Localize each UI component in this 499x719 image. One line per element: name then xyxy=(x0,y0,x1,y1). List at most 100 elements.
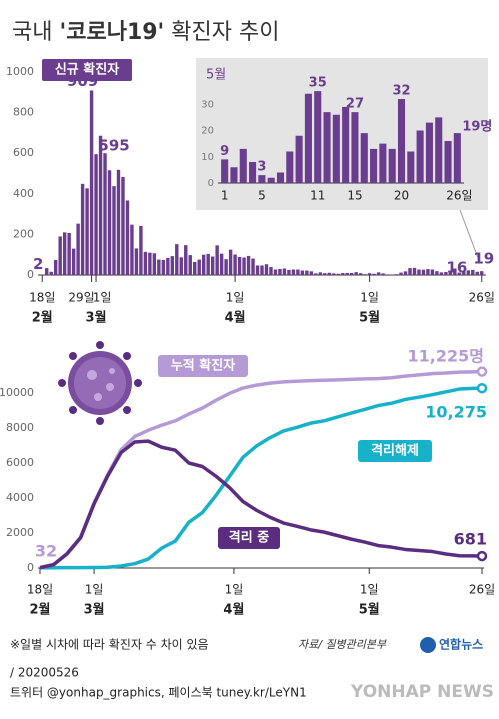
bar xyxy=(416,130,424,183)
bar xyxy=(80,183,85,275)
bar xyxy=(130,224,134,275)
x-tick-label: 1일 xyxy=(360,291,379,305)
bar xyxy=(201,254,206,275)
series-label: 격리해제 xyxy=(371,443,419,459)
bar xyxy=(354,272,358,275)
bar xyxy=(175,244,179,275)
bar xyxy=(206,253,210,275)
title-part: 국내 xyxy=(12,20,59,45)
data-label: 909 xyxy=(67,72,98,90)
x-month-label: 4월 xyxy=(223,602,244,618)
y-tick-label: 400 xyxy=(13,187,34,200)
bar xyxy=(394,274,399,275)
bar xyxy=(435,117,443,183)
bar xyxy=(360,133,368,183)
inset-title: 5월 xyxy=(206,68,226,83)
data-label: 3 xyxy=(257,160,266,175)
x-month-label: 5월 xyxy=(359,602,380,618)
bar xyxy=(332,273,336,275)
x-month-label: 3월 xyxy=(86,310,107,326)
data-label: 35 xyxy=(309,76,327,91)
y-tick-label: 0 xyxy=(27,268,34,281)
bar xyxy=(103,153,107,275)
bar xyxy=(336,273,340,275)
virus-icon xyxy=(58,341,142,425)
data-label: 32 xyxy=(392,84,410,99)
x-month-label: 5월 xyxy=(359,310,380,326)
series-label: 누적 확진자 xyxy=(171,358,235,374)
y-tick-label: 0 xyxy=(27,561,34,574)
bar xyxy=(224,259,228,275)
series-label-box xyxy=(358,440,432,462)
data-label: 10,275 xyxy=(425,403,487,422)
x-tick-label: 5 xyxy=(258,189,266,203)
bar xyxy=(71,248,76,275)
bar xyxy=(143,251,148,275)
bar xyxy=(327,272,331,275)
y-tick-label: 200 xyxy=(13,227,34,240)
bar xyxy=(170,256,175,275)
series-label: 격리 중 xyxy=(229,530,269,546)
bar xyxy=(94,154,98,275)
series-label: 신규 확진자 xyxy=(55,62,119,78)
bar xyxy=(260,265,264,275)
bar xyxy=(323,273,327,275)
data-label: 9 xyxy=(220,144,229,159)
x-tick-label: 15 xyxy=(347,189,362,203)
bar xyxy=(62,232,67,275)
bar xyxy=(314,91,322,183)
bar xyxy=(193,262,197,275)
y-tick-label: 800 xyxy=(13,106,34,119)
bar xyxy=(367,273,372,275)
bar xyxy=(462,270,466,275)
y-tick-label: 10000 xyxy=(0,386,34,399)
bar xyxy=(246,255,251,275)
inset-panel xyxy=(196,58,488,210)
social: 트위터 @yonhap_graphics, 페이스북 tuney.kr/LeYN… xyxy=(10,686,307,700)
x-tick-label: 26일 xyxy=(446,189,472,203)
bar xyxy=(125,200,130,275)
bar xyxy=(407,151,415,183)
x-tick-label: 18일 xyxy=(27,583,53,597)
bar xyxy=(397,99,406,183)
footnote: ※일별 시차에 따라 확진자 수 차이 있음 xyxy=(10,638,209,652)
bar xyxy=(287,269,291,275)
bar xyxy=(408,268,412,275)
bar xyxy=(258,175,266,183)
bar xyxy=(45,268,49,275)
series-label-box xyxy=(158,355,248,377)
bar xyxy=(239,148,247,183)
series-label-box xyxy=(42,59,132,81)
bar xyxy=(300,270,305,275)
bar xyxy=(278,268,282,275)
x-tick-label: 1 xyxy=(221,189,229,203)
bar xyxy=(219,253,224,275)
page-title: 국내 '코로나19' 확진자 추이 xyxy=(12,20,279,45)
title-part: 확진자 추이 xyxy=(164,20,279,45)
x-tick-label: 1일 xyxy=(226,291,245,305)
bar xyxy=(148,252,152,275)
bar xyxy=(116,169,121,275)
bar xyxy=(58,236,62,275)
bar xyxy=(237,256,242,275)
bar xyxy=(376,272,381,275)
bar xyxy=(471,269,475,275)
bar xyxy=(267,177,275,183)
data-label: 681 xyxy=(454,530,487,549)
x-tick-label: 29일 xyxy=(68,291,94,305)
x-month-label: 4월 xyxy=(225,310,246,326)
y-tick-label: 8000 xyxy=(6,421,34,434)
end-marker xyxy=(476,382,488,394)
y-tick-label: 30 xyxy=(201,99,214,110)
watermark: YONHAP NEWS xyxy=(350,682,494,702)
bar xyxy=(295,135,303,183)
bar xyxy=(157,259,161,275)
bar xyxy=(49,271,53,275)
bar xyxy=(426,269,430,275)
bar xyxy=(314,273,318,275)
bar xyxy=(152,253,157,275)
x-tick-label: 20 xyxy=(394,189,409,203)
bar xyxy=(228,249,233,275)
data-label: 32 xyxy=(35,542,57,561)
bar xyxy=(107,170,112,275)
